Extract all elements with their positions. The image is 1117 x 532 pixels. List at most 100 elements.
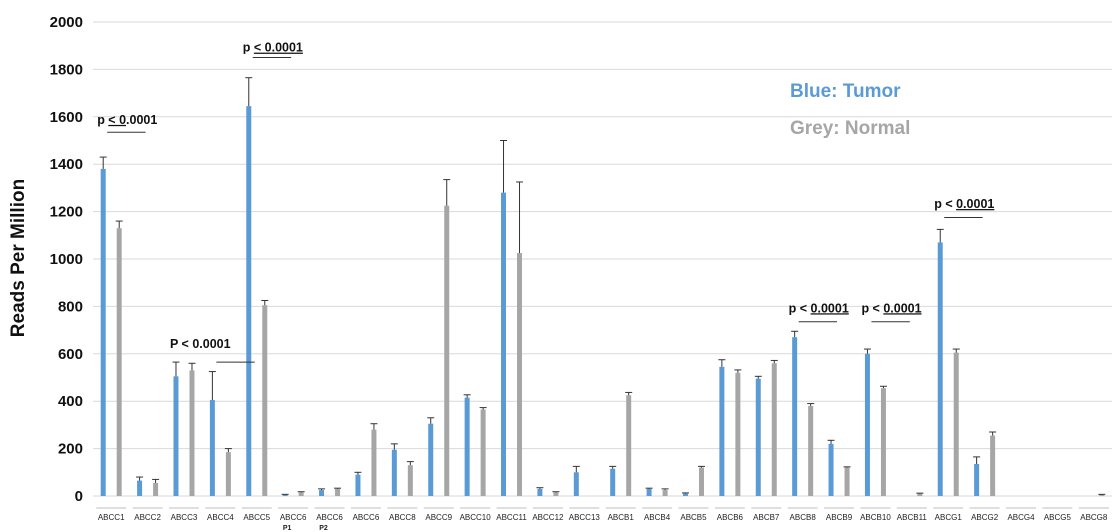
bar-tumor: [537, 488, 543, 496]
bar-tumor: [391, 449, 397, 496]
x-tick-label: ABCB6: [717, 513, 744, 522]
bar-normal: [771, 363, 777, 496]
x-tick-label: ABCC2: [134, 513, 161, 522]
x-tick-label: ABCC4: [207, 513, 234, 522]
bar-normal: [735, 372, 741, 496]
y-tick-label: 1200: [50, 204, 83, 221]
y-tick-label: 600: [58, 346, 83, 363]
y-axis-ticks: 0 200 400 600 800 1000 1200 1400 1600 1800 2000: [50, 14, 83, 505]
bar-normal: [371, 429, 377, 496]
bar-tumor: [464, 397, 470, 496]
bar-normal: [480, 409, 486, 496]
bar-tumor: [282, 494, 288, 496]
x-tick-label: ABCC3: [171, 513, 198, 522]
bar-tumor: [755, 378, 761, 496]
bar-tumor: [937, 242, 943, 496]
y-tick-label: 1400: [50, 156, 83, 173]
bar-tumor: [319, 490, 325, 496]
bar-tumor: [682, 493, 688, 496]
legend-entry: Grey: Normal: [790, 118, 910, 139]
x-tick-label: ABCC8: [389, 513, 416, 522]
bar-normal: [844, 467, 850, 496]
bar-normal: [662, 490, 668, 496]
p-value-annotation: p < 0.0001: [97, 113, 157, 127]
bar-normal: [517, 253, 523, 496]
bar-tumor: [137, 480, 143, 496]
x-tick-label: ABCC9: [425, 513, 452, 522]
bar-tumor: [173, 376, 179, 496]
bar-normal: [407, 465, 413, 496]
x-tick-label: ABCB9: [826, 513, 853, 522]
bar-normal: [990, 435, 996, 496]
bar-normal: [225, 452, 231, 496]
y-tick-label: 200: [58, 441, 83, 458]
bar-normal: [189, 370, 195, 496]
p-value-annotation: P < 0.0001: [170, 337, 231, 351]
x-tick-label: ABCB7: [753, 513, 780, 522]
x-tick-label: ABCG5: [1044, 513, 1072, 522]
bar-tumor: [828, 443, 834, 496]
bar-tumor: [246, 106, 252, 496]
bar-normal: [116, 228, 122, 496]
x-tick-sublabel: P2: [319, 525, 328, 532]
x-tick-label: ABCC10: [460, 513, 492, 522]
bar-tumor: [864, 353, 870, 496]
y-tick-label: 1000: [50, 251, 83, 268]
x-tick-label: ABCG2: [971, 513, 999, 522]
x-tick-label: ABCC1: [98, 513, 125, 522]
y-tick-label: 2000: [50, 14, 83, 31]
x-axis-ticks: ABCC1 ABCC2 ABCC3 ABCC4 ABCC5 ABCC6 P1 ABCC6 P2 A…: [96, 507, 1109, 532]
x-tick-label: ABCG8: [1080, 513, 1108, 522]
x-tick-label: ABCC11: [496, 513, 527, 522]
bars: [99, 77, 1106, 497]
bar-tumor: [646, 488, 652, 496]
x-tick-label: ABCB1: [608, 513, 635, 522]
y-tick-label: 400: [58, 393, 83, 410]
y-tick-label: 800: [58, 298, 83, 315]
y-tick-label: 1600: [50, 109, 83, 126]
x-tick-sublabel: P1: [283, 525, 292, 532]
bar-normal: [953, 352, 959, 496]
bar-tumor: [573, 472, 579, 496]
x-tick-label: ABCB5: [680, 513, 707, 522]
bar-normal: [298, 492, 304, 496]
bar-normal: [1099, 494, 1105, 496]
bar-tumor: [355, 474, 361, 496]
x-tick-label: ABCC6: [316, 513, 343, 522]
bar-normal: [880, 388, 886, 496]
bar-tumor: [428, 423, 434, 496]
x-tick-label: ABCG1: [935, 513, 963, 522]
x-tick-label: ABCB10: [860, 513, 891, 522]
significance-annotations: p < 0.0001 p < 0.0001 P < 0.0001 p < 0.0001…: [97, 41, 994, 363]
bar-tumor: [100, 168, 106, 496]
bar-normal: [808, 405, 814, 496]
x-tick-label: ABCB4: [644, 513, 671, 522]
bar-normal: [626, 395, 632, 496]
bar-normal: [153, 482, 159, 496]
bar-tumor: [719, 366, 725, 496]
bar-tumor: [501, 192, 507, 496]
bar-tumor: [610, 468, 616, 496]
x-tick-label: ABCC12: [532, 513, 564, 522]
bar-normal: [698, 467, 704, 496]
bar-tumor: [209, 400, 215, 496]
bar-normal: [917, 493, 923, 496]
y-axis-label: Reads Per Million: [8, 179, 29, 337]
bar-normal: [262, 305, 268, 496]
x-tick-label: ABCB8: [790, 513, 817, 522]
bar-tumor: [974, 464, 980, 496]
p-value-annotation: p < 0.0001: [861, 301, 921, 315]
x-tick-label: ABCC6: [353, 513, 380, 522]
bar-normal: [553, 492, 559, 496]
x-tick-label: ABCC6: [280, 513, 307, 522]
p-value-annotation: p < 0.0001: [243, 41, 303, 55]
bar-tumor: [792, 337, 798, 496]
x-tick-label: ABCB11: [897, 513, 928, 522]
p-value-annotation: p < 0.0001: [934, 197, 994, 211]
bar-normal: [335, 488, 341, 496]
legend-entry: Blue: Tumor: [790, 81, 901, 102]
p-value-annotation: p < 0.0001: [789, 301, 849, 315]
x-tick-label: ABCG4: [1007, 513, 1035, 522]
legend: Blue: Tumor Grey: Normal: [790, 81, 910, 139]
